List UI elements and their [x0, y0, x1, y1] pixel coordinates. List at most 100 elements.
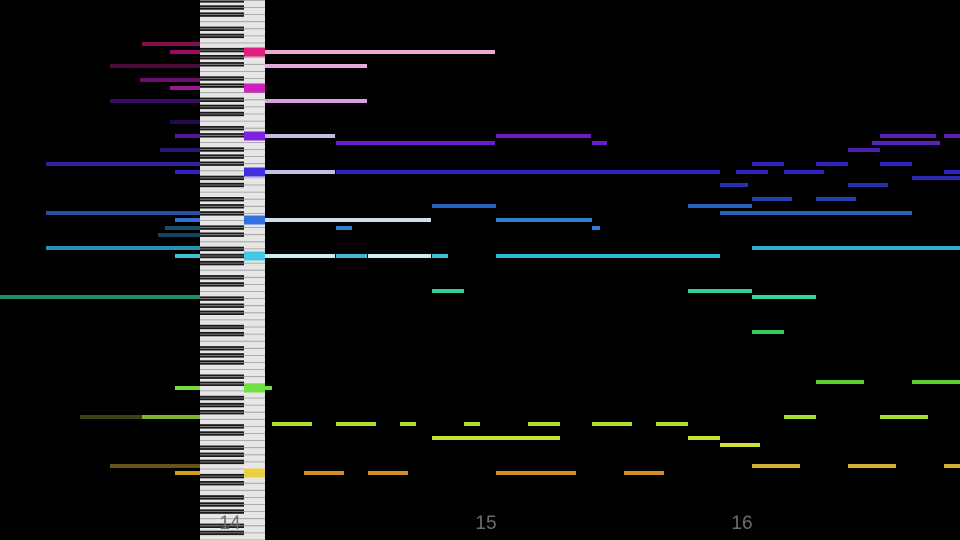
note: [165, 226, 200, 230]
measure-label: 16: [731, 513, 752, 534]
note: [736, 211, 912, 215]
note: [752, 295, 816, 299]
note: [872, 141, 940, 145]
note: [720, 443, 760, 447]
note: [624, 471, 664, 475]
note: [140, 78, 205, 82]
note: [46, 162, 200, 166]
active-key: [244, 83, 265, 93]
note: [175, 170, 205, 174]
note: [110, 64, 205, 68]
note: [142, 415, 200, 419]
black-key: [200, 0, 244, 3]
note: [175, 134, 205, 138]
note: [848, 183, 888, 187]
note: [400, 422, 416, 426]
note: [46, 211, 200, 215]
note: [688, 289, 752, 293]
note: [160, 148, 205, 152]
note: [752, 162, 784, 166]
note: [816, 197, 856, 201]
note: [880, 415, 928, 419]
note: [304, 471, 344, 475]
note: [46, 246, 200, 250]
note: [912, 176, 960, 180]
note: [170, 86, 205, 90]
note: [496, 254, 720, 258]
note: [720, 183, 748, 187]
note: [336, 141, 495, 145]
note: [752, 464, 800, 468]
note: [368, 254, 431, 258]
note: [265, 64, 367, 68]
note: [432, 436, 560, 440]
note: [368, 471, 408, 475]
note: [688, 204, 752, 208]
note: [752, 330, 784, 334]
note: [848, 464, 896, 468]
note: [592, 422, 632, 426]
measure-label: 15: [475, 513, 496, 534]
note: [528, 422, 560, 426]
notes: [0, 42, 960, 475]
note: [752, 246, 960, 250]
note: [170, 120, 205, 124]
note: [432, 289, 464, 293]
measure-label: 14: [219, 513, 241, 534]
note: [336, 422, 376, 426]
note: [175, 471, 205, 475]
note: [272, 422, 312, 426]
note: [592, 226, 600, 230]
note: [944, 464, 960, 468]
note: [464, 422, 480, 426]
note: [592, 141, 607, 145]
active-key: [244, 167, 265, 177]
note: [912, 380, 960, 384]
note: [752, 197, 792, 201]
note: [432, 204, 496, 208]
note: [336, 254, 367, 258]
note: [265, 218, 431, 222]
note: [265, 99, 367, 103]
active-key: [244, 131, 265, 141]
note: [848, 148, 880, 152]
note: [656, 422, 688, 426]
note: [944, 134, 960, 138]
note: [336, 170, 720, 174]
note: [110, 99, 205, 103]
note: [944, 170, 960, 174]
note: [158, 233, 200, 237]
note: [784, 415, 816, 419]
active-key: [244, 383, 265, 393]
note: [880, 162, 912, 166]
note: [720, 211, 736, 215]
note: [175, 218, 205, 222]
note: [496, 134, 591, 138]
note: [80, 415, 200, 419]
note: [880, 134, 936, 138]
note: [142, 42, 210, 46]
active-keys: [244, 47, 265, 478]
note: [0, 295, 200, 299]
active-key: [244, 215, 265, 225]
keyboard: [200, 0, 265, 540]
note: [175, 254, 205, 258]
active-key: [244, 251, 265, 261]
note: [784, 170, 824, 174]
note: [736, 170, 768, 174]
note: [265, 254, 335, 258]
note: [170, 50, 210, 54]
note: [265, 134, 335, 138]
note: [110, 464, 200, 468]
note: [496, 218, 592, 222]
note: [816, 162, 848, 166]
note: [265, 50, 495, 54]
active-key: [244, 468, 265, 478]
note: [688, 436, 720, 440]
note: [432, 254, 448, 258]
note: [816, 380, 864, 384]
note: [496, 471, 576, 475]
